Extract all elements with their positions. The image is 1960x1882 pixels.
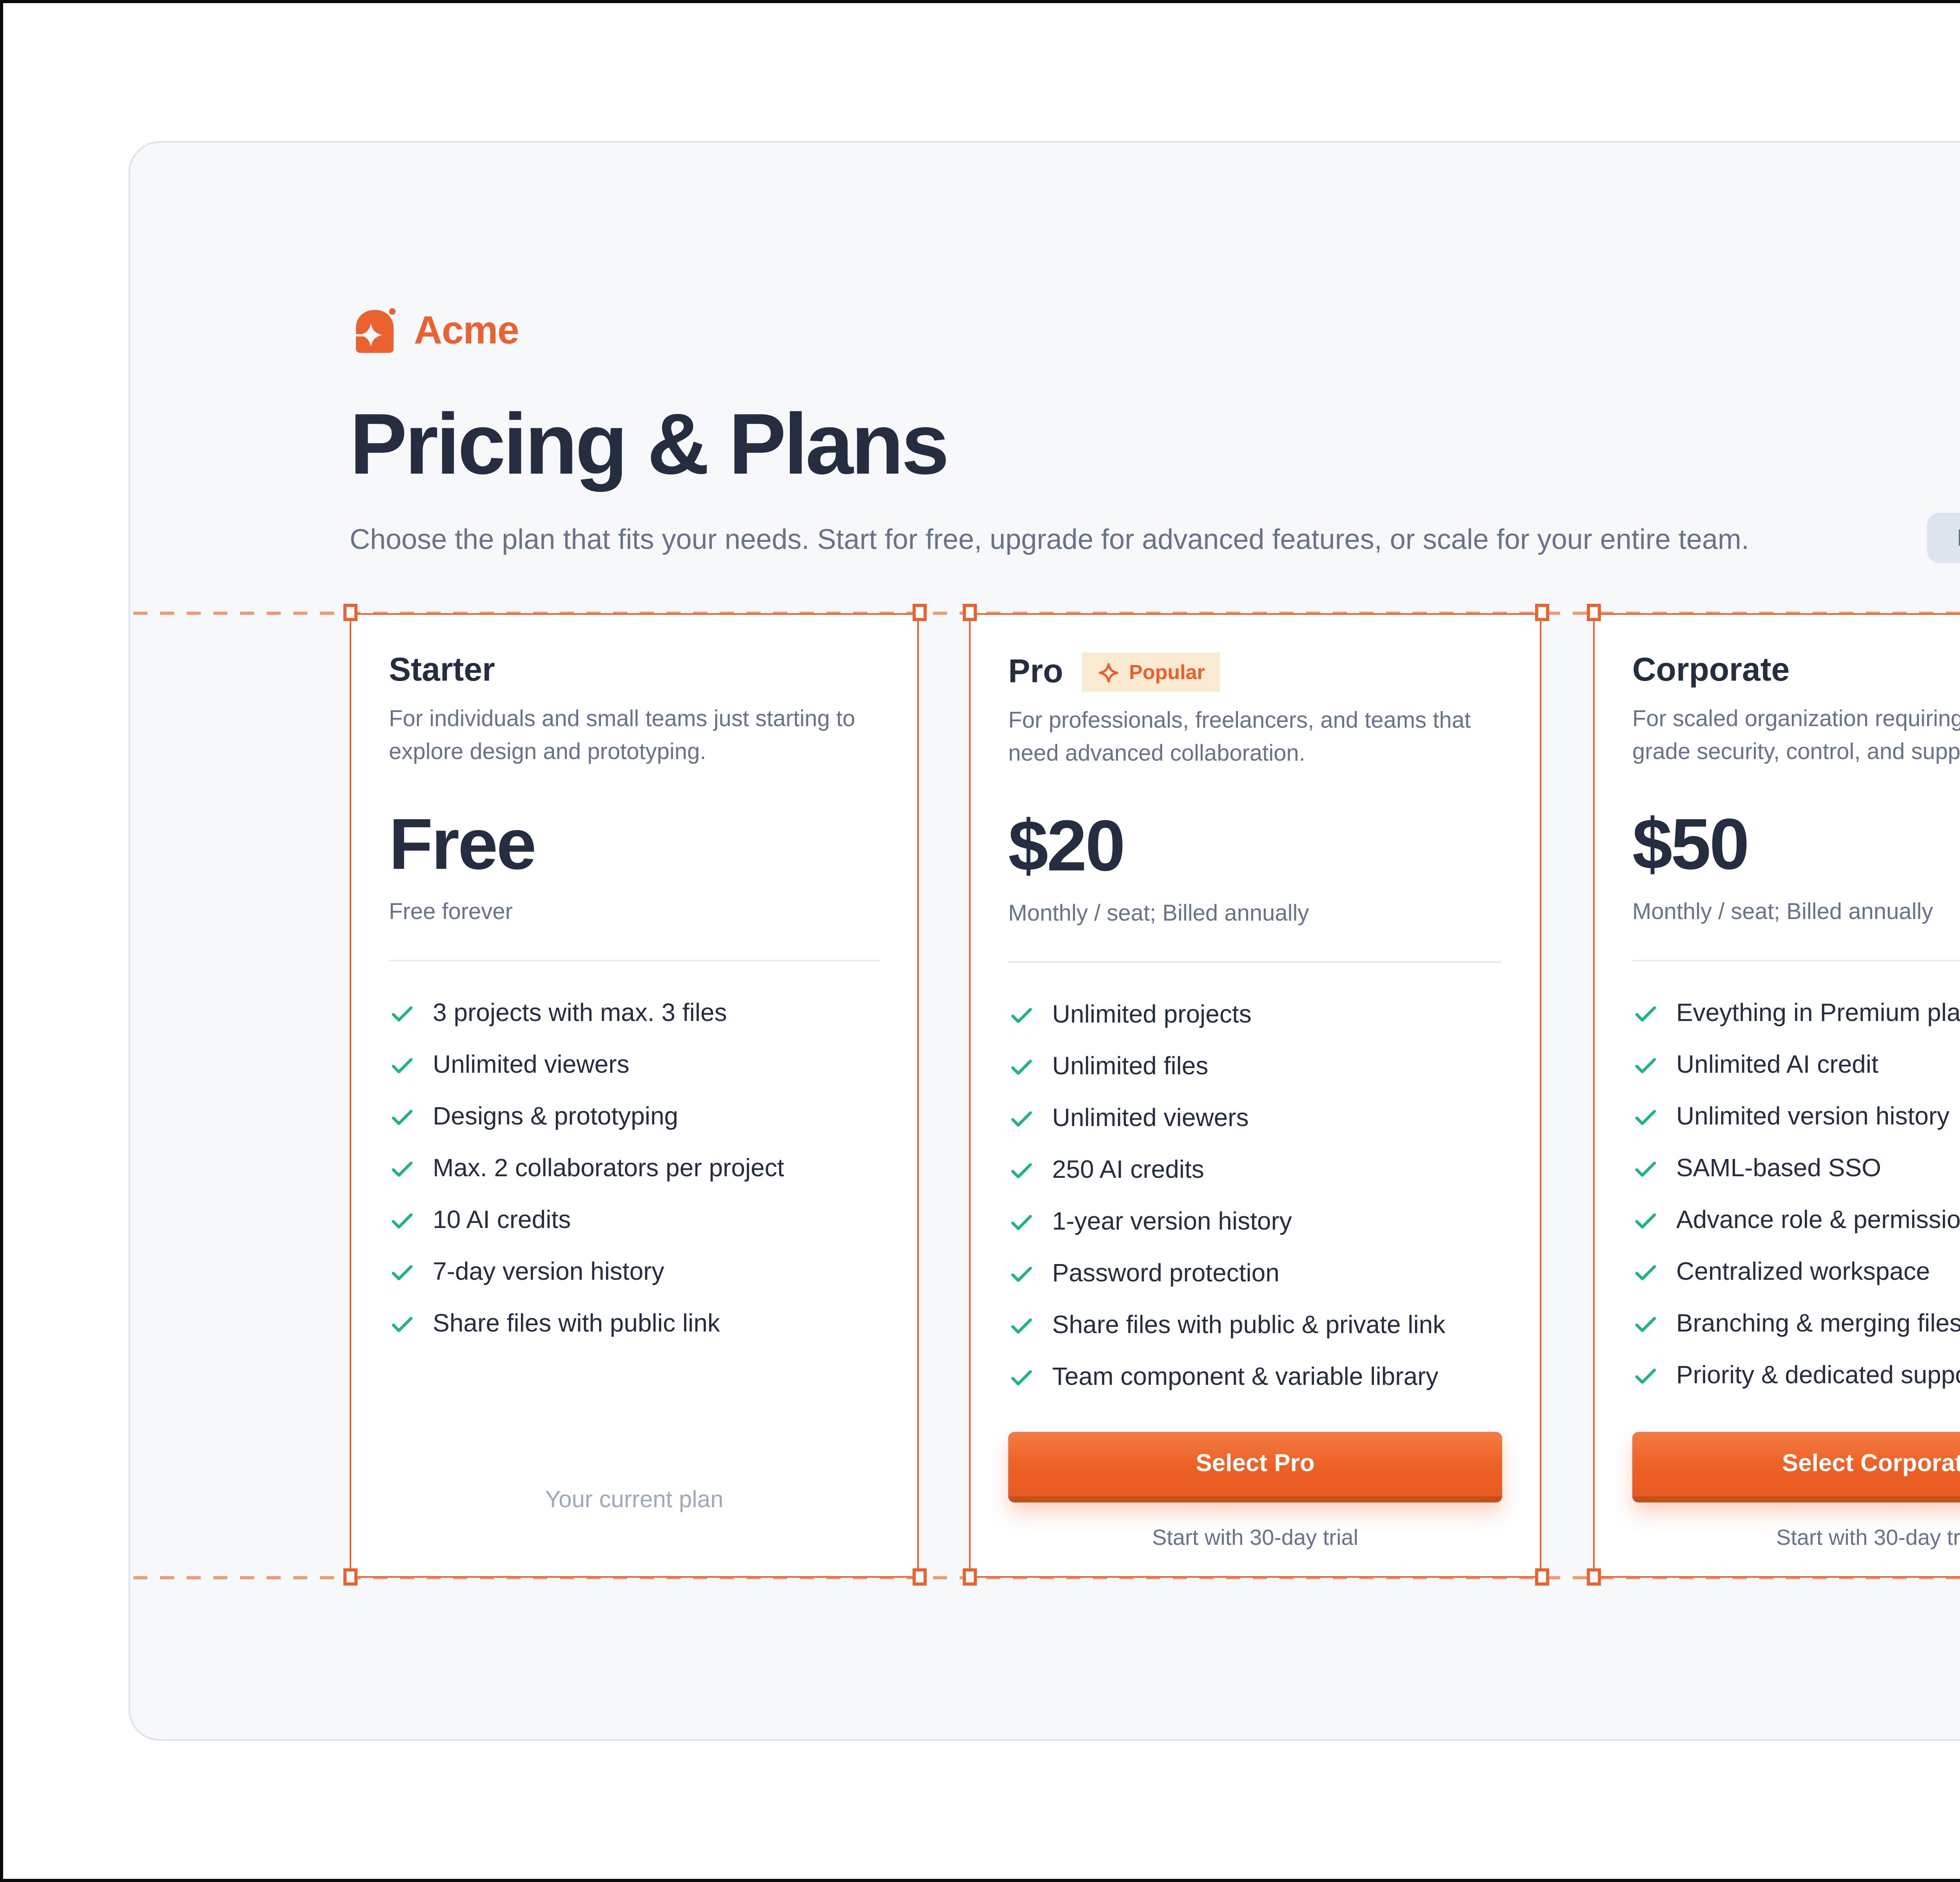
- feature-item: Branching & merging files: [1632, 1299, 1960, 1351]
- check-icon: [392, 1006, 413, 1022]
- check-icon: [392, 1265, 413, 1281]
- plan-name: Starter: [389, 652, 495, 688]
- page-subtitle: Choose the plan that fits your needs. St…: [350, 524, 1749, 555]
- acme-logo-icon: [350, 306, 400, 356]
- selection-handle[interactable]: [912, 1568, 926, 1586]
- check-icon: [1635, 1110, 1656, 1126]
- select-corporate-button[interactable]: Select Corporate: [1632, 1432, 1960, 1502]
- selection-handle[interactable]: [1586, 604, 1600, 621]
- feature-item: Designs & prototyping: [389, 1092, 880, 1144]
- check-icon: [392, 1213, 413, 1229]
- feature-item: 10 AI credits: [389, 1195, 880, 1247]
- check-icon: [1011, 1267, 1032, 1283]
- feature-item: Advance role & permission: [1632, 1195, 1960, 1247]
- selection-handle[interactable]: [343, 604, 357, 621]
- selection-guide-line-bottom: [133, 1576, 1960, 1579]
- feature-item: Unlimited viewers: [1008, 1094, 1502, 1145]
- plan-description: For scaled organization requiring enterp…: [1632, 707, 1960, 765]
- selection-handle[interactable]: [962, 604, 976, 621]
- plan-card-corporate[interactable]: Corporate For scaled organization requir…: [1593, 613, 1960, 1578]
- check-icon: [1635, 1058, 1656, 1074]
- trial-note: Start with 30-day trial: [1776, 1524, 1960, 1550]
- card-divider: [1632, 960, 1960, 962]
- check-icon: [392, 1110, 413, 1126]
- billing-toggle[interactable]: Monthly Annual: [1927, 513, 1960, 563]
- feature-item: Team component & variable library: [1008, 1352, 1502, 1404]
- card-divider: [1008, 961, 1502, 963]
- card-divider: [389, 960, 880, 962]
- selection-handle[interactable]: [343, 1568, 357, 1586]
- check-icon: [392, 1162, 413, 1177]
- check-icon: [1011, 1060, 1032, 1075]
- check-icon: [1011, 1370, 1032, 1386]
- feature-item: 3 projects with max. 3 files: [389, 988, 880, 1040]
- brand-name: Acme: [414, 308, 519, 352]
- check-icon: [1635, 1317, 1656, 1333]
- check-icon: [1011, 1215, 1032, 1231]
- check-icon: [1011, 1163, 1032, 1179]
- plan-price: $50: [1632, 803, 1749, 885]
- check-icon: [1011, 1319, 1032, 1334]
- feature-list: Eveything in Premium plan Unlimited AI c…: [1632, 988, 1960, 1402]
- feature-item: Max. 2 collaborators per project: [389, 1144, 880, 1195]
- feature-item: Password protection: [1008, 1249, 1502, 1301]
- plan-price-note: Free forever: [389, 900, 513, 925]
- plan-description: For individuals and small teams just sta…: [389, 707, 855, 765]
- plan-price-note: Monthly / seat; Billed annually: [1632, 900, 1933, 925]
- plan-name: Pro: [1008, 653, 1063, 689]
- feature-item: Share files with public link: [389, 1299, 880, 1351]
- check-icon: [1635, 1162, 1656, 1177]
- feature-item: Priority & dedicated support: [1632, 1351, 1960, 1402]
- feature-item: SAML-based SSO: [1632, 1144, 1960, 1195]
- feature-item: Unlimited projects: [1008, 990, 1502, 1042]
- current-plan-label: Your current plan: [545, 1487, 724, 1513]
- selection-handle[interactable]: [1534, 604, 1548, 621]
- popular-badge: Popular: [1082, 652, 1221, 692]
- selection-handle[interactable]: [912, 604, 926, 621]
- plan-price-note: Monthly / seat; Billed annually: [1008, 902, 1309, 927]
- check-icon: [392, 1058, 413, 1074]
- page-title: Pricing & Plans: [350, 395, 949, 492]
- plan-card-pro[interactable]: Pro Popular For professionals, freelance…: [969, 613, 1541, 1578]
- feature-list: Unlimited projects Unlimited files Unlim…: [1008, 990, 1502, 1404]
- plan-price: Free: [389, 803, 537, 885]
- selection-handle[interactable]: [962, 1568, 976, 1586]
- billing-monthly-option[interactable]: Monthly: [1932, 518, 1960, 558]
- select-pro-button[interactable]: Select Pro: [1008, 1432, 1502, 1502]
- brand-logo: Acme: [350, 306, 519, 356]
- feature-item: 7-day version history: [389, 1247, 880, 1299]
- feature-item: Unlimited viewers: [389, 1040, 880, 1092]
- feature-item: Unlimited files: [1008, 1042, 1502, 1094]
- feature-item: Unlimited AI credit: [1632, 1040, 1960, 1092]
- feature-item: Eveything in Premium plan: [1632, 988, 1960, 1040]
- check-icon: [1635, 1265, 1656, 1281]
- check-icon: [1635, 1369, 1656, 1384]
- check-icon: [392, 1317, 413, 1333]
- check-icon: [1635, 1006, 1656, 1022]
- feature-item: 1-year version history: [1008, 1197, 1502, 1249]
- feature-item: Centralized workspace: [1632, 1247, 1960, 1299]
- trial-note: Start with 30-day trial: [1152, 1524, 1358, 1550]
- plan-name: Corporate: [1632, 652, 1790, 688]
- check-icon: [1011, 1112, 1032, 1127]
- selection-handle[interactable]: [1586, 1568, 1600, 1586]
- pricing-page-panel: Acme Pricing & Plans Choose the plan tha…: [129, 141, 1960, 1741]
- plan-price: $20: [1008, 805, 1125, 886]
- feature-item: Share files with public & private link: [1008, 1301, 1502, 1352]
- feature-item: 250 AI credits: [1008, 1145, 1502, 1197]
- selection-handle[interactable]: [1534, 1568, 1548, 1586]
- sparkle-star-icon: [1099, 662, 1119, 682]
- plan-description: For professionals, freelancers, and team…: [1008, 709, 1471, 767]
- check-icon: [1011, 1008, 1032, 1024]
- check-icon: [1635, 1213, 1656, 1229]
- feature-list: 3 projects with max. 3 files Unlimited v…: [389, 988, 880, 1351]
- feature-item: Unlimited version history: [1632, 1092, 1960, 1144]
- plan-card-starter[interactable]: Starter For individuals and small teams …: [350, 613, 919, 1578]
